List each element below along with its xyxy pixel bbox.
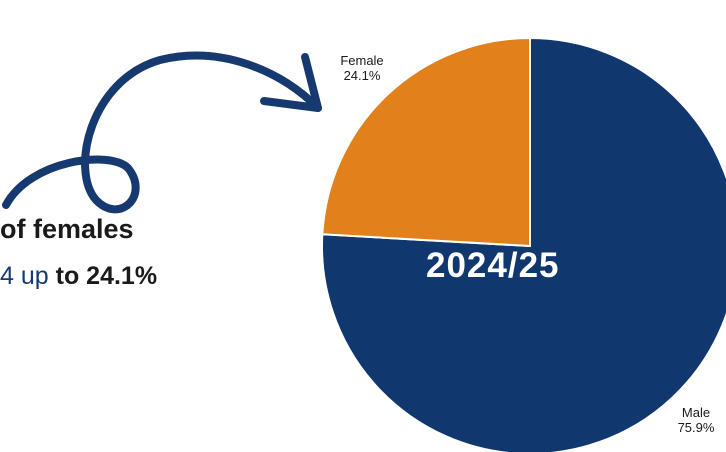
female-label-value: 24.1% [343, 68, 381, 83]
subline-emphasis: to 24.1% [55, 262, 158, 290]
pie-slice-female [321, 36, 531, 248]
male-label-value: 75.9% [677, 420, 715, 435]
pie-slice-male [320, 36, 726, 452]
female-slice-label: Female 24.1% [330, 53, 394, 83]
subline-prefix: 4 up [0, 262, 49, 290]
headline: of females [0, 214, 134, 244]
male-label-name: Male [681, 405, 711, 420]
subline: 4 up to 24.1% [0, 262, 157, 291]
male-slice-label: Male 75.9% [666, 405, 726, 435]
year-label: 2024/25 [426, 246, 560, 285]
arrow-body [2, 51, 322, 214]
female-label-name: Female [340, 53, 384, 68]
arrow-head [260, 53, 322, 112]
